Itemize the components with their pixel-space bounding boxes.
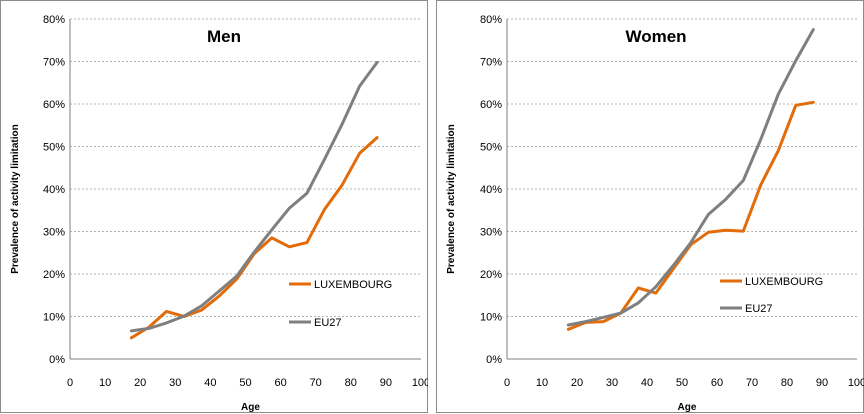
- y-axis-title: Prevalence of activity limitation: [446, 124, 457, 274]
- y-tick-label: 30%: [480, 227, 502, 239]
- y-tick-label: 70%: [480, 57, 502, 69]
- y-tick-label: 10%: [480, 312, 502, 324]
- x-tick-label: 0: [67, 377, 73, 389]
- y-tick-label: 60%: [43, 99, 65, 111]
- y-tick-label: 0%: [49, 354, 65, 366]
- x-tick-label: 70: [310, 377, 322, 389]
- x-axis-title: Age: [678, 402, 697, 413]
- x-tick-label: 40: [204, 377, 216, 389]
- y-tick-label: 20%: [480, 269, 502, 281]
- x-tick-label: 50: [239, 377, 251, 389]
- x-tick-label: 60: [711, 377, 723, 389]
- series-line-eu27: [566, 28, 815, 327]
- series-line-eu27: [129, 60, 379, 333]
- y-axis-title: Prevalence of activity limitation: [10, 124, 21, 274]
- x-tick-label: 20: [571, 377, 583, 389]
- x-tick-label: 30: [606, 377, 618, 389]
- y-tick-label: 60%: [480, 99, 502, 111]
- y-tick-label: 40%: [43, 184, 65, 196]
- y-tick-label: 10%: [43, 312, 65, 324]
- y-tick-label: 20%: [43, 269, 65, 281]
- y-tick-label: 80%: [43, 14, 65, 26]
- legend-label: LUXEMBOURG: [314, 279, 392, 291]
- legend-label: LUXEMBOURG: [745, 276, 823, 288]
- chart-title: Men: [207, 27, 241, 46]
- x-axis-title: Age: [241, 402, 260, 413]
- x-tick-label: 50: [676, 377, 688, 389]
- x-tick-label: 80: [345, 377, 357, 389]
- x-tick-label: 100: [848, 377, 864, 389]
- x-tick-label: 80: [781, 377, 793, 389]
- y-tick-label: 80%: [480, 14, 502, 26]
- x-tick-label: 40: [641, 377, 653, 389]
- x-tick-label: 10: [536, 377, 548, 389]
- chart-frame: [0, 0, 428, 413]
- legend-label: EU27: [745, 303, 773, 315]
- x-tick-label: 70: [746, 377, 758, 389]
- y-tick-label: 30%: [43, 227, 65, 239]
- y-tick-label: 40%: [480, 184, 502, 196]
- x-tick-label: 30: [169, 377, 181, 389]
- x-tick-label: 10: [99, 377, 111, 389]
- men-chart: 0% 10% 20% 30% 40% 50% 60% 70% 80% 0 10 20 30 40 50 60 7…: [0, 0, 428, 413]
- chart-title: Women: [625, 27, 686, 46]
- x-tick-label: 60: [274, 377, 286, 389]
- women-chart: 0% 10% 20% 30% 40% 50% 60% 70% 80% 0 10 20 30 40 50 60 7…: [436, 0, 864, 413]
- x-tick-label: 20: [134, 377, 146, 389]
- x-tick-label: 0: [504, 377, 510, 389]
- y-tick-label: 50%: [480, 142, 502, 154]
- x-tick-label: 100: [412, 377, 428, 389]
- legend-label: EU27: [314, 317, 342, 329]
- x-tick-label: 90: [380, 377, 392, 389]
- y-tick-label: 0%: [486, 354, 502, 366]
- x-tick-label: 90: [816, 377, 828, 389]
- y-tick-label: 70%: [43, 57, 65, 69]
- y-tick-label: 50%: [43, 142, 65, 154]
